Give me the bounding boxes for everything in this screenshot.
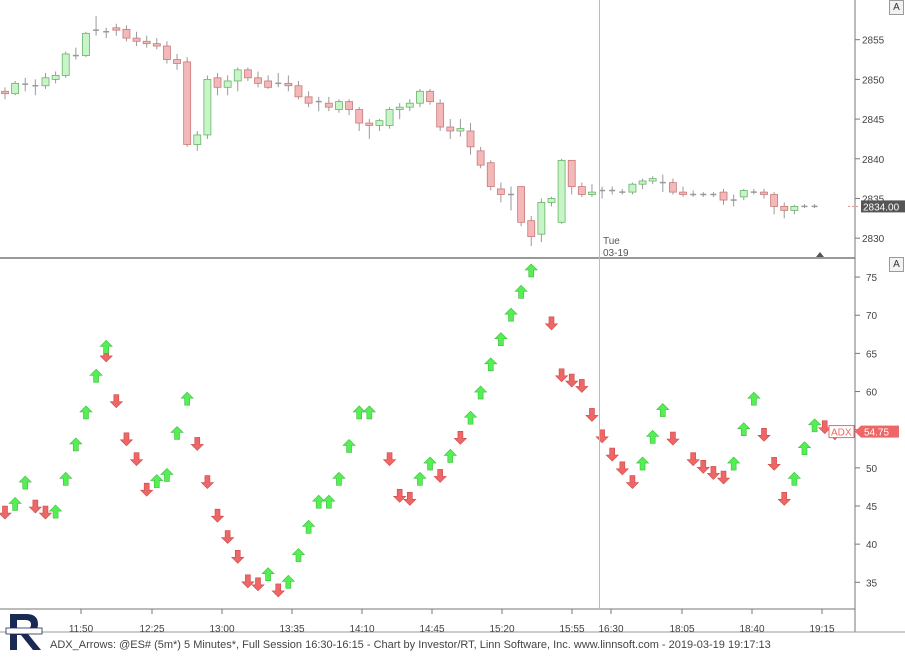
candle-body (123, 29, 130, 38)
candle-body (487, 163, 494, 187)
candle-body (224, 81, 231, 87)
time-tick-label: 19:15 (809, 624, 834, 635)
last-price-label: 2834.00 (863, 202, 900, 213)
candle-body (153, 44, 160, 46)
candle-body (437, 103, 444, 127)
candle-body (680, 192, 687, 194)
candle-body (588, 192, 595, 194)
candle-body (204, 79, 211, 135)
adx-pane-autoscale-button[interactable]: A (889, 257, 904, 272)
time-tick-label: 15:20 (489, 624, 514, 635)
adx-tick-label: 75 (866, 273, 878, 284)
logo-band (6, 628, 42, 634)
time-tick-label: 11:50 (69, 624, 94, 635)
time-tick-label: 14:45 (419, 624, 444, 635)
candle-body (325, 103, 332, 107)
candle-body (629, 184, 636, 192)
time-tick-label: 18:05 (669, 624, 694, 635)
candle-body (335, 102, 342, 110)
candle-body (265, 81, 272, 87)
candle-body (781, 206, 788, 210)
time-tick-label: 13:00 (209, 624, 234, 635)
candle-body (285, 83, 292, 85)
candle-body (244, 70, 251, 78)
candle-body (669, 183, 676, 193)
candle-body (194, 135, 201, 145)
time-tick-label: 12:25 (139, 624, 164, 635)
candle-body (740, 191, 747, 197)
candle-body (447, 127, 454, 131)
price-tick-label: 2850 (862, 75, 885, 86)
time-tick-label: 13:35 (279, 624, 304, 635)
candle-body (406, 103, 413, 107)
candle-body (346, 102, 353, 110)
candle-body (761, 192, 768, 194)
session-date-label: 03-19 (603, 248, 629, 259)
candle-body (133, 38, 140, 41)
candle-body (771, 194, 778, 206)
candle-body (356, 110, 363, 123)
candle-body (234, 70, 241, 81)
adx-tick-label: 50 (866, 464, 878, 475)
candle-body (62, 54, 69, 75)
candle-body (255, 78, 262, 84)
time-tick-label: 15:55 (559, 624, 584, 635)
candle-body (396, 107, 403, 109)
candle-body (113, 28, 120, 30)
candle-body (427, 91, 434, 101)
adx-value-label: 54.75 (864, 428, 889, 439)
adx-tick-label: 65 (866, 349, 878, 360)
candle-body (477, 151, 484, 165)
candle-body (82, 33, 89, 55)
adx-tick-label: 70 (866, 311, 878, 322)
candle-body (518, 187, 525, 223)
footer-text: ADX_Arrows: @ES# (5m*) 5 Minutes*, Full … (50, 639, 771, 651)
time-tick-label: 16:30 (598, 624, 623, 635)
candle-body (386, 110, 393, 126)
adx-name-label: ADX (831, 428, 852, 439)
adx-tick-label: 45 (866, 502, 878, 513)
time-tick-label: 18:40 (739, 624, 764, 635)
candle-body (163, 46, 170, 59)
candle-body (184, 62, 191, 145)
price-tick-label: 2830 (862, 234, 885, 245)
adx-tick-label: 40 (866, 540, 878, 551)
adx-tick-label: 35 (866, 578, 878, 589)
candle-body (42, 78, 49, 86)
candle-body (214, 78, 221, 88)
candle-body (376, 121, 383, 126)
time-tick-label: 14:10 (349, 624, 374, 635)
candle-body (568, 160, 575, 186)
candle-body (791, 206, 798, 210)
candle-body (497, 189, 504, 195)
candle-body (639, 181, 646, 184)
candle-body (467, 131, 474, 147)
candle-body (366, 123, 373, 125)
candle-body (52, 75, 59, 79)
candle-body (558, 160, 565, 222)
session-day-label: Tue (603, 236, 620, 247)
candle-body (416, 91, 423, 103)
price-pane-autoscale-button[interactable]: A (889, 0, 904, 15)
adx-tick-label: 60 (866, 388, 878, 399)
candle-body (12, 83, 19, 93)
candle-body (720, 192, 727, 200)
candle-body (528, 221, 535, 237)
candle-body (143, 41, 150, 43)
candle-body (174, 60, 181, 64)
candle-body (538, 202, 545, 234)
candle-body (548, 198, 555, 202)
candle-body (295, 86, 302, 97)
candle-body (305, 97, 312, 103)
price-tick-label: 2840 (862, 155, 885, 166)
candle-body (2, 91, 9, 93)
price-tick-label: 2855 (862, 36, 885, 47)
candle-body (457, 129, 464, 131)
candle-body (578, 187, 585, 195)
price-tick-label: 2845 (862, 115, 885, 126)
candle-body (649, 179, 656, 181)
